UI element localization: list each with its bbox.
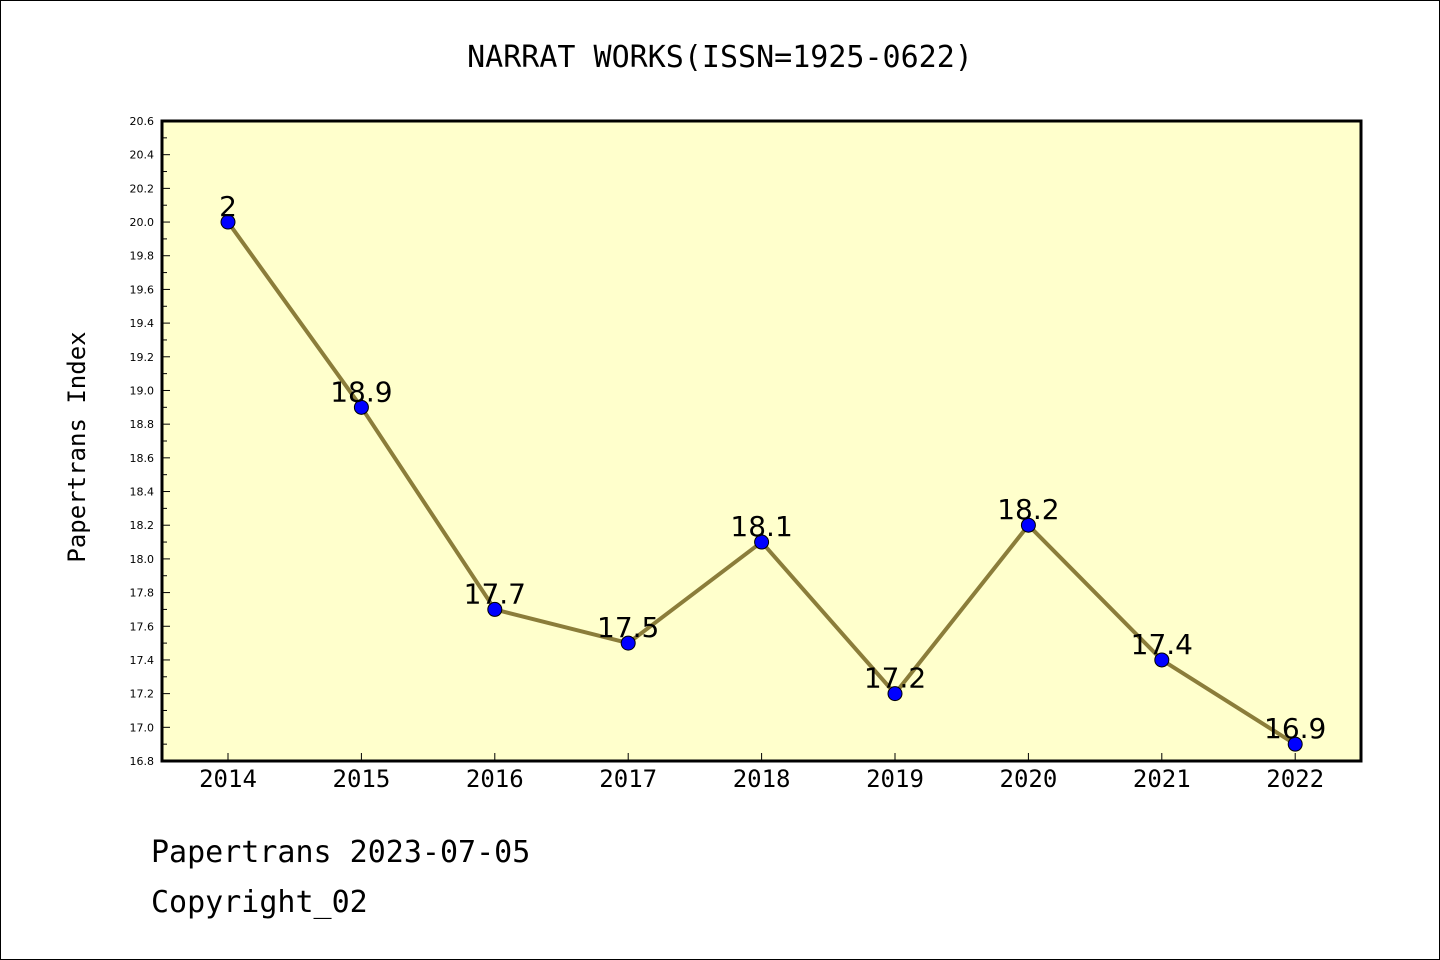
x-tick-label: 2016 bbox=[466, 765, 524, 793]
data-point bbox=[620, 635, 636, 651]
data-label: 16.9 bbox=[1264, 712, 1326, 745]
y-tick-label: 19.4 bbox=[130, 317, 155, 330]
data-point bbox=[754, 534, 770, 550]
y-tick-label: 19.0 bbox=[130, 384, 155, 397]
x-tick-label: 2020 bbox=[1000, 765, 1058, 793]
y-tick-label: 17.4 bbox=[130, 654, 155, 667]
x-tick-label: 2019 bbox=[866, 765, 924, 793]
data-point bbox=[1154, 652, 1170, 668]
data-point bbox=[1020, 517, 1036, 533]
y-tick-label: 17.2 bbox=[130, 688, 155, 701]
data-series bbox=[220, 214, 1303, 752]
data-label: 18.9 bbox=[330, 375, 392, 408]
footer-date: Papertrans 2023-07-05 bbox=[151, 835, 531, 870]
y-tick-label: 19.8 bbox=[130, 250, 155, 263]
y-tick-label: 20.0 bbox=[130, 216, 155, 229]
x-tick-label: 2022 bbox=[1266, 765, 1324, 793]
y-tick-label: 18.0 bbox=[130, 553, 155, 566]
data-label: 17.4 bbox=[1131, 628, 1193, 661]
y-tick-label: 20.2 bbox=[130, 182, 155, 195]
x-tick-label: 2017 bbox=[599, 765, 657, 793]
y-axis-ticks: 16.8 17.0 17.2 17.4 17.6 17.8 18.0 18.2 18.4 18.6… bbox=[130, 115, 170, 768]
y-tick-label: 18.2 bbox=[130, 519, 155, 532]
x-tick-label: 2014 bbox=[199, 765, 257, 793]
y-tick-label: 18.6 bbox=[130, 452, 155, 465]
y-tick-label: 19.6 bbox=[130, 283, 155, 296]
data-point bbox=[220, 214, 236, 230]
data-label: 18.1 bbox=[730, 510, 792, 543]
x-tick-label: 2015 bbox=[333, 765, 391, 793]
y-tick-label: 16.8 bbox=[130, 755, 155, 768]
data-point bbox=[487, 601, 503, 617]
y-tick-label: 17.8 bbox=[130, 587, 155, 600]
plot-area bbox=[162, 121, 1361, 761]
x-tick-label: 2018 bbox=[733, 765, 791, 793]
y-tick-label: 20.6 bbox=[130, 115, 155, 128]
data-point bbox=[1287, 736, 1303, 752]
y-tick-label: 19.2 bbox=[130, 351, 155, 364]
x-tick-label: 2021 bbox=[1133, 765, 1191, 793]
x-axis-ticks: 2014 2015 2016 2017 2018 2019 2020 2021 2022 bbox=[199, 753, 1324, 793]
y-tick-label: 17.0 bbox=[130, 721, 155, 734]
chart-title: NARRAT WORKS(ISSN=1925-0622) bbox=[467, 40, 973, 75]
y-tick-label: 20.4 bbox=[130, 149, 155, 162]
data-label: 2 bbox=[219, 190, 237, 223]
data-labels: 2 18.9 17.7 17.5 18.1 17.2 18.2 17.4 16.9 bbox=[219, 190, 1326, 745]
plot-frame bbox=[160, 119, 1363, 763]
y-tick-label: 18.4 bbox=[130, 486, 155, 499]
y-tick-label: 17.6 bbox=[130, 620, 155, 633]
data-point bbox=[887, 686, 903, 702]
data-point bbox=[353, 399, 369, 415]
footer-copyright: Copyright_02 bbox=[151, 885, 368, 920]
data-label: 17.5 bbox=[597, 611, 659, 644]
y-axis-label: Papertrans Index bbox=[63, 331, 91, 562]
data-label: 17.7 bbox=[464, 577, 526, 610]
y-tick-label: 18.8 bbox=[130, 418, 155, 431]
data-label: 17.2 bbox=[864, 662, 926, 695]
data-label: 18.2 bbox=[997, 493, 1059, 526]
